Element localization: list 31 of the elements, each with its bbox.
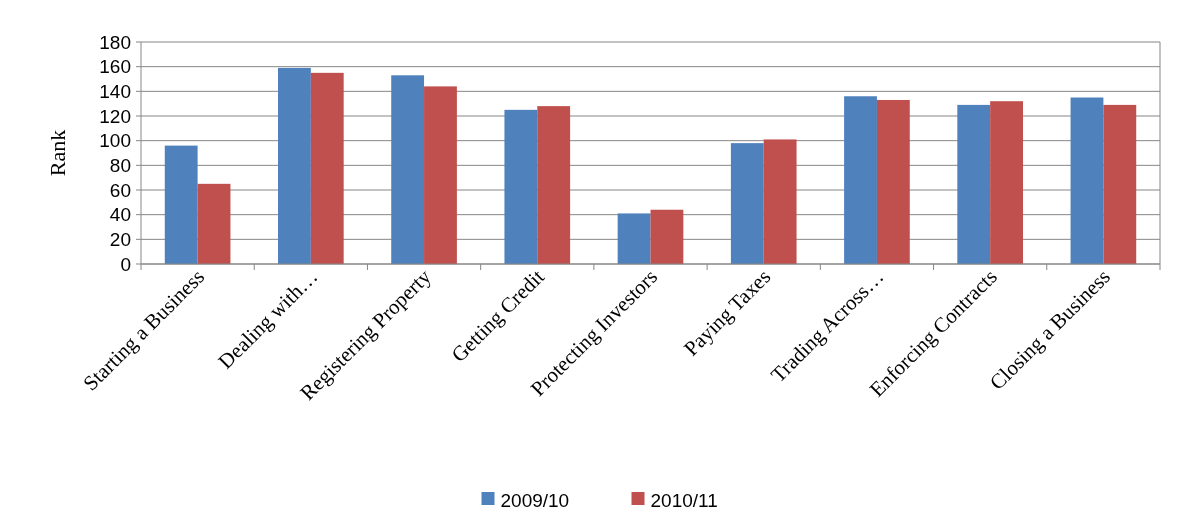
bar — [537, 106, 571, 264]
bar — [844, 96, 877, 264]
y-tick-label: 80 — [109, 154, 131, 176]
legend-label: 2010/11 — [650, 489, 718, 511]
bar — [164, 145, 198, 264]
y-tick-label: 140 — [99, 80, 131, 102]
legend-label: 2009/10 — [500, 489, 570, 511]
bar — [278, 67, 311, 264]
y-tick-label: 60 — [109, 179, 131, 201]
bar — [310, 72, 344, 264]
y-tick-label: 0 — [120, 253, 131, 275]
bar — [957, 104, 991, 264]
y-tick-label: 120 — [99, 105, 131, 127]
bar — [730, 143, 764, 264]
bar — [990, 101, 1023, 264]
bar — [1103, 104, 1137, 264]
bar — [391, 75, 425, 264]
bar — [763, 139, 797, 264]
bar — [424, 86, 457, 264]
y-tick-label: 180 — [99, 31, 131, 53]
bar — [876, 99, 910, 264]
y-tick-label: 20 — [109, 228, 131, 250]
y-tick-label: 100 — [99, 130, 131, 152]
y-axis-title: Rank — [45, 129, 70, 177]
bar — [1070, 97, 1104, 264]
y-tick-label: 160 — [99, 56, 131, 78]
bar — [617, 213, 651, 264]
bar — [650, 209, 684, 264]
bar — [197, 183, 231, 264]
bar — [504, 109, 538, 264]
y-tick-label: 40 — [109, 204, 131, 226]
